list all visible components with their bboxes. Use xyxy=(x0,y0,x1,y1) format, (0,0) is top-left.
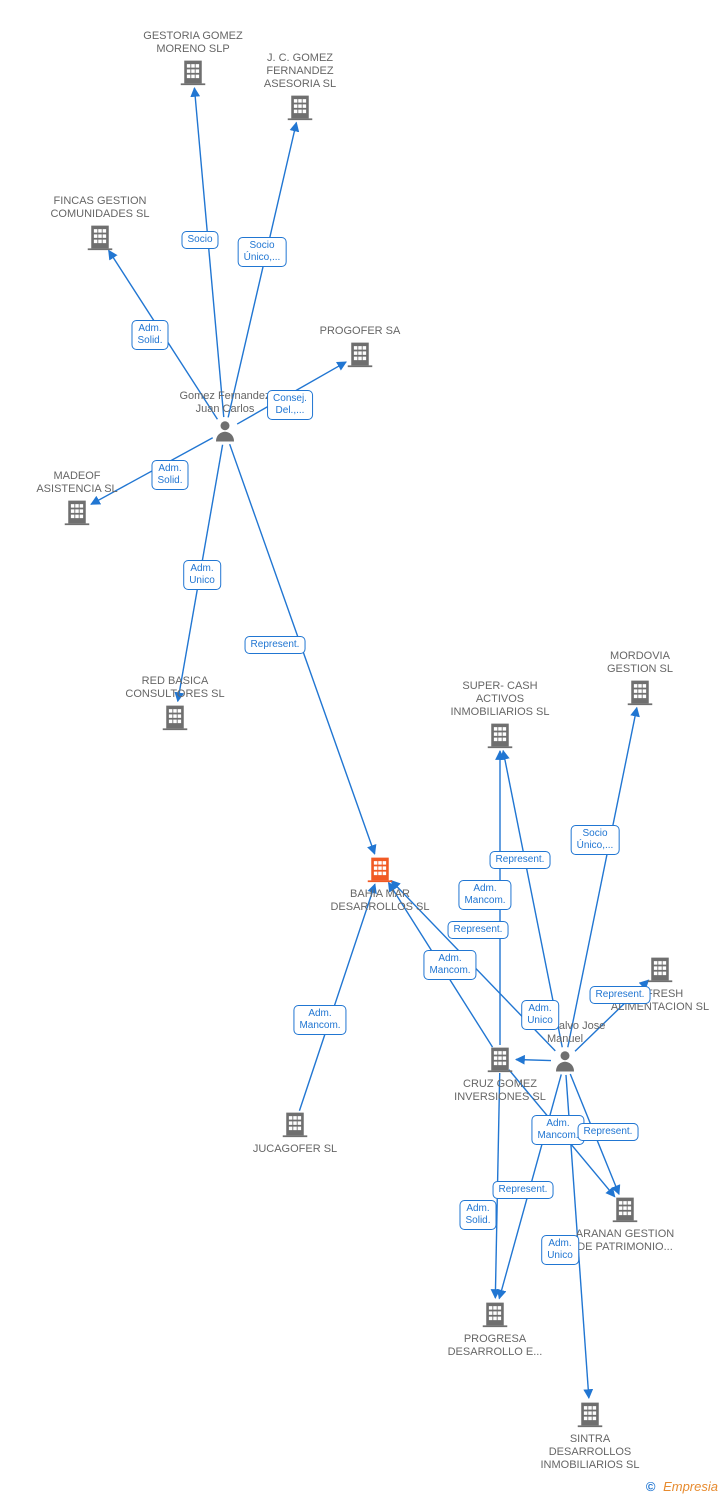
node-label: GESTORIA GOMEZ MORENO SLP xyxy=(138,30,248,56)
edge-line xyxy=(194,88,223,417)
edge-label: Represent. xyxy=(448,921,509,939)
node-label: PROGRESA DESARROLLO E... xyxy=(440,1333,550,1359)
node-label: RED BASICA CONSULTORES SL xyxy=(120,675,230,701)
node-fincas[interactable]: FINCAS GESTION COMUNIDADES SL xyxy=(45,195,155,254)
building-icon xyxy=(440,1300,550,1331)
building-icon xyxy=(240,1110,350,1141)
edge-line xyxy=(570,1074,619,1194)
node-label: PROGOFER SA xyxy=(305,325,415,338)
building-icon xyxy=(138,58,248,89)
building-icon xyxy=(325,855,435,886)
edge-line xyxy=(495,1073,499,1298)
node-label: Gomez Fernandez Juan Carlos xyxy=(170,390,280,416)
node-label: FINCAS GESTION COMUNIDADES SL xyxy=(45,195,155,221)
edge-line xyxy=(503,751,562,1048)
edge-line xyxy=(228,123,296,418)
edge-label: Represent. xyxy=(245,636,306,654)
edge-label: Represent. xyxy=(490,851,551,869)
edge-label: Adm. Mancom. xyxy=(423,950,476,980)
edge-line xyxy=(499,1074,561,1298)
node-progresa[interactable]: PROGRESA DESARROLLO E... xyxy=(440,1300,550,1359)
node-lifresh[interactable]: LIFRESH ALIMENTACION SL xyxy=(605,955,715,1014)
node-jcgomez[interactable]: J. C. GOMEZ FERNANDEZ ASESORIA SL xyxy=(245,52,355,124)
building-icon xyxy=(45,223,155,254)
node-label: JUCAGOFER SL xyxy=(240,1143,350,1156)
node-label: BAHIA MAR DESARROLLOS SL xyxy=(325,888,435,914)
node-gomez_p[interactable]: Gomez Fernandez Juan Carlos xyxy=(170,390,280,447)
copyright-symbol: © xyxy=(646,1479,656,1494)
person-icon xyxy=(510,1048,620,1077)
edge-label: Adm. Solid. xyxy=(131,320,168,350)
node-label: CRUZ GOMEZ INVERSIONES SL xyxy=(445,1078,555,1104)
node-bahia[interactable]: BAHIA MAR DESARROLLOS SL xyxy=(325,855,435,914)
brand-name: Empresia xyxy=(663,1479,718,1494)
person-icon xyxy=(170,418,280,447)
node-label: LIFRESH ALIMENTACION SL xyxy=(605,988,715,1014)
building-icon xyxy=(245,93,355,124)
node-mordovia[interactable]: MORDOVIA GESTION SL xyxy=(585,650,695,709)
node-label: ARANAN GESTION DE PATRIMONIO... xyxy=(570,1228,680,1254)
node-label: MORDOVIA GESTION SL xyxy=(585,650,695,676)
edge-label: Adm. Mancom. xyxy=(531,1115,584,1145)
edge-label: Represent. xyxy=(578,1123,639,1141)
node-aranan[interactable]: ARANAN GESTION DE PATRIMONIO... xyxy=(570,1195,680,1254)
node-cruz_p[interactable]: Cruz Calvo Jose Manuel xyxy=(510,1020,620,1077)
building-icon xyxy=(605,955,715,986)
node-redbasica[interactable]: RED BASICA CONSULTORES SL xyxy=(120,675,230,734)
building-icon xyxy=(570,1195,680,1226)
edge-line xyxy=(299,884,375,1111)
building-icon xyxy=(120,703,230,734)
node-label: SINTRA DESARROLLOS INMOBILIARIOS SL xyxy=(535,1433,645,1472)
edge-line xyxy=(178,445,223,701)
node-label: Cruz Calvo Jose Manuel xyxy=(510,1020,620,1046)
building-icon xyxy=(585,678,695,709)
building-icon xyxy=(305,340,415,371)
node-jucagofer[interactable]: JUCAGOFER SL xyxy=(240,1110,350,1156)
building-icon xyxy=(22,498,132,529)
node-label: J. C. GOMEZ FERNANDEZ ASESORIA SL xyxy=(245,52,355,91)
edge-label: Adm. Unico xyxy=(183,560,221,590)
edge-label: Adm. Mancom. xyxy=(293,1005,346,1035)
building-icon xyxy=(535,1400,645,1431)
node-progofer[interactable]: PROGOFER SA xyxy=(305,325,415,371)
footer: © Empresia xyxy=(646,1479,718,1494)
node-sintra[interactable]: SINTRA DESARROLLOS INMOBILIARIOS SL xyxy=(535,1400,645,1472)
node-label: MADEOF ASISTENCIA SL xyxy=(22,470,132,496)
node-gestoria[interactable]: GESTORIA GOMEZ MORENO SLP xyxy=(138,30,248,89)
node-label: SUPER- CASH ACTIVOS INMOBILIARIOS SL xyxy=(445,680,555,719)
edge-label: Adm. Solid. xyxy=(459,1200,496,1230)
node-madeof[interactable]: MADEOF ASISTENCIA SL xyxy=(22,470,132,529)
edge-line xyxy=(230,444,375,854)
edge-label: Adm. Mancom. xyxy=(458,880,511,910)
building-icon xyxy=(445,721,555,752)
edge-label: Socio Único,... xyxy=(571,825,620,855)
edge-label: Represent. xyxy=(493,1181,554,1199)
edge-label: Adm. Solid. xyxy=(151,460,188,490)
edge-label: Socio xyxy=(181,231,218,249)
node-supercash[interactable]: SUPER- CASH ACTIVOS INMOBILIARIOS SL xyxy=(445,680,555,752)
edge-label: Socio Único,... xyxy=(238,237,287,267)
